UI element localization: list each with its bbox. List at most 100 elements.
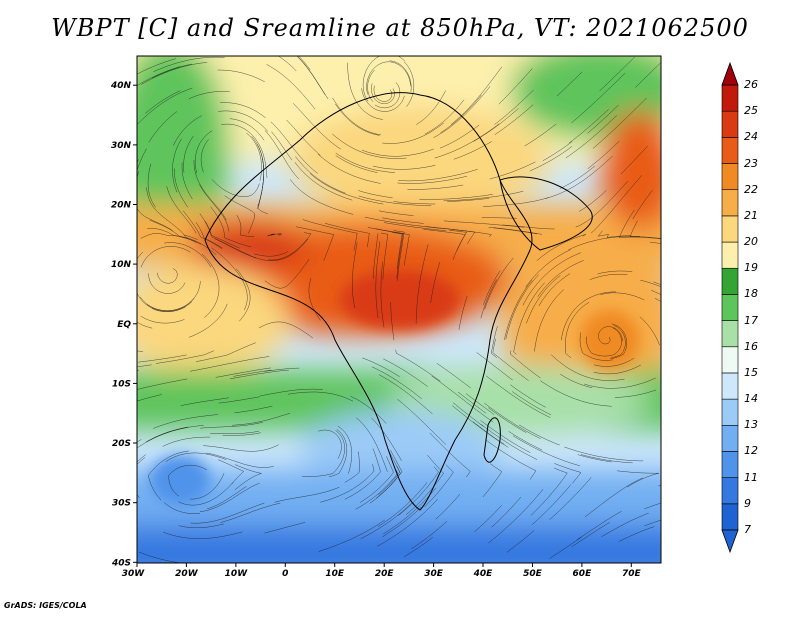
streamline [378, 374, 433, 415]
streamline [640, 279, 661, 288]
streamline [364, 216, 441, 229]
streamline [317, 154, 381, 184]
streamline [367, 69, 375, 102]
colorbar: 7 9 11 12 13 14 15 16 17 18 19 20 21 22 … [721, 61, 758, 554]
streamline [465, 393, 495, 415]
streamline [559, 165, 596, 189]
lat-tick-label: 40N [110, 81, 132, 91]
streamline [218, 459, 245, 485]
streamline [564, 446, 644, 462]
streamline [502, 224, 555, 230]
streamline [253, 251, 289, 257]
streamline [545, 155, 613, 199]
streamline [377, 482, 428, 527]
streamline [178, 523, 224, 529]
streamline [352, 242, 358, 309]
streamline [447, 198, 490, 202]
colorbar-box [721, 346, 739, 374]
streamline [145, 426, 189, 443]
streamline [584, 477, 644, 518]
streamline [292, 103, 341, 150]
streamline [654, 298, 661, 302]
colorbar-boxes [721, 84, 739, 531]
streamline [138, 551, 183, 563]
streamline [335, 152, 395, 173]
streamline [210, 430, 260, 434]
streamline [395, 349, 441, 382]
streamline [512, 435, 580, 467]
streamline [504, 280, 533, 340]
streamline [601, 512, 649, 537]
streamline [540, 380, 612, 407]
streamline [301, 430, 345, 477]
streamline [629, 220, 661, 239]
streamline [266, 64, 316, 110]
streamline [600, 292, 645, 301]
streamline [598, 326, 623, 345]
streamline [377, 499, 438, 547]
streamline [157, 268, 178, 284]
streamline [137, 394, 162, 402]
streamline [188, 303, 228, 338]
streamline [510, 350, 541, 379]
streamline [565, 302, 590, 359]
streamline [575, 181, 628, 228]
streamline [361, 88, 405, 112]
streamline [147, 163, 156, 208]
map-field [137, 56, 661, 563]
streamline [258, 321, 314, 339]
streamline [371, 417, 402, 461]
streamline [264, 258, 310, 289]
streamline [174, 168, 189, 208]
streamline [172, 138, 182, 193]
streamline [249, 238, 309, 261]
streamline [264, 367, 300, 372]
streamline [173, 115, 202, 146]
colorbar-label: 20 [744, 235, 758, 248]
streamline [371, 366, 422, 400]
streamline [534, 289, 564, 352]
streamline [587, 140, 620, 169]
streamline [568, 236, 641, 251]
streamline [137, 148, 147, 172]
map-frame [136, 55, 662, 564]
streamline [347, 62, 383, 120]
streamline [549, 477, 592, 520]
streamline [318, 519, 385, 552]
streamline [362, 56, 406, 102]
streamline [452, 402, 484, 427]
streamline [611, 325, 626, 359]
streamline [224, 195, 255, 234]
streamline [435, 493, 461, 520]
streamline [146, 298, 195, 312]
streamline [233, 369, 272, 377]
streamline [410, 521, 448, 550]
streamline [371, 83, 395, 105]
streamline [484, 403, 541, 439]
streamline [137, 364, 152, 368]
streamline [436, 363, 471, 389]
streamline [153, 56, 225, 73]
streamline [620, 145, 648, 175]
streamline [344, 448, 381, 500]
colorbar-label: 25 [744, 104, 758, 117]
streamline [380, 261, 385, 328]
colorbar-label: 13 [744, 418, 758, 431]
streamline [137, 58, 177, 75]
colorbar-label: 11 [744, 471, 758, 484]
streamline [592, 97, 647, 149]
streamline [320, 464, 375, 503]
streamline [586, 327, 622, 357]
lat-tick-label: 20S [112, 439, 131, 449]
streamline [318, 429, 342, 459]
streamline [380, 232, 389, 280]
streamline [137, 457, 146, 465]
colorbar-label: 17 [744, 314, 758, 327]
streamlines [137, 56, 661, 563]
streamline [372, 164, 436, 170]
streamline [236, 214, 255, 238]
streamline [140, 246, 191, 268]
streamline [565, 115, 617, 159]
streamline [229, 369, 289, 380]
